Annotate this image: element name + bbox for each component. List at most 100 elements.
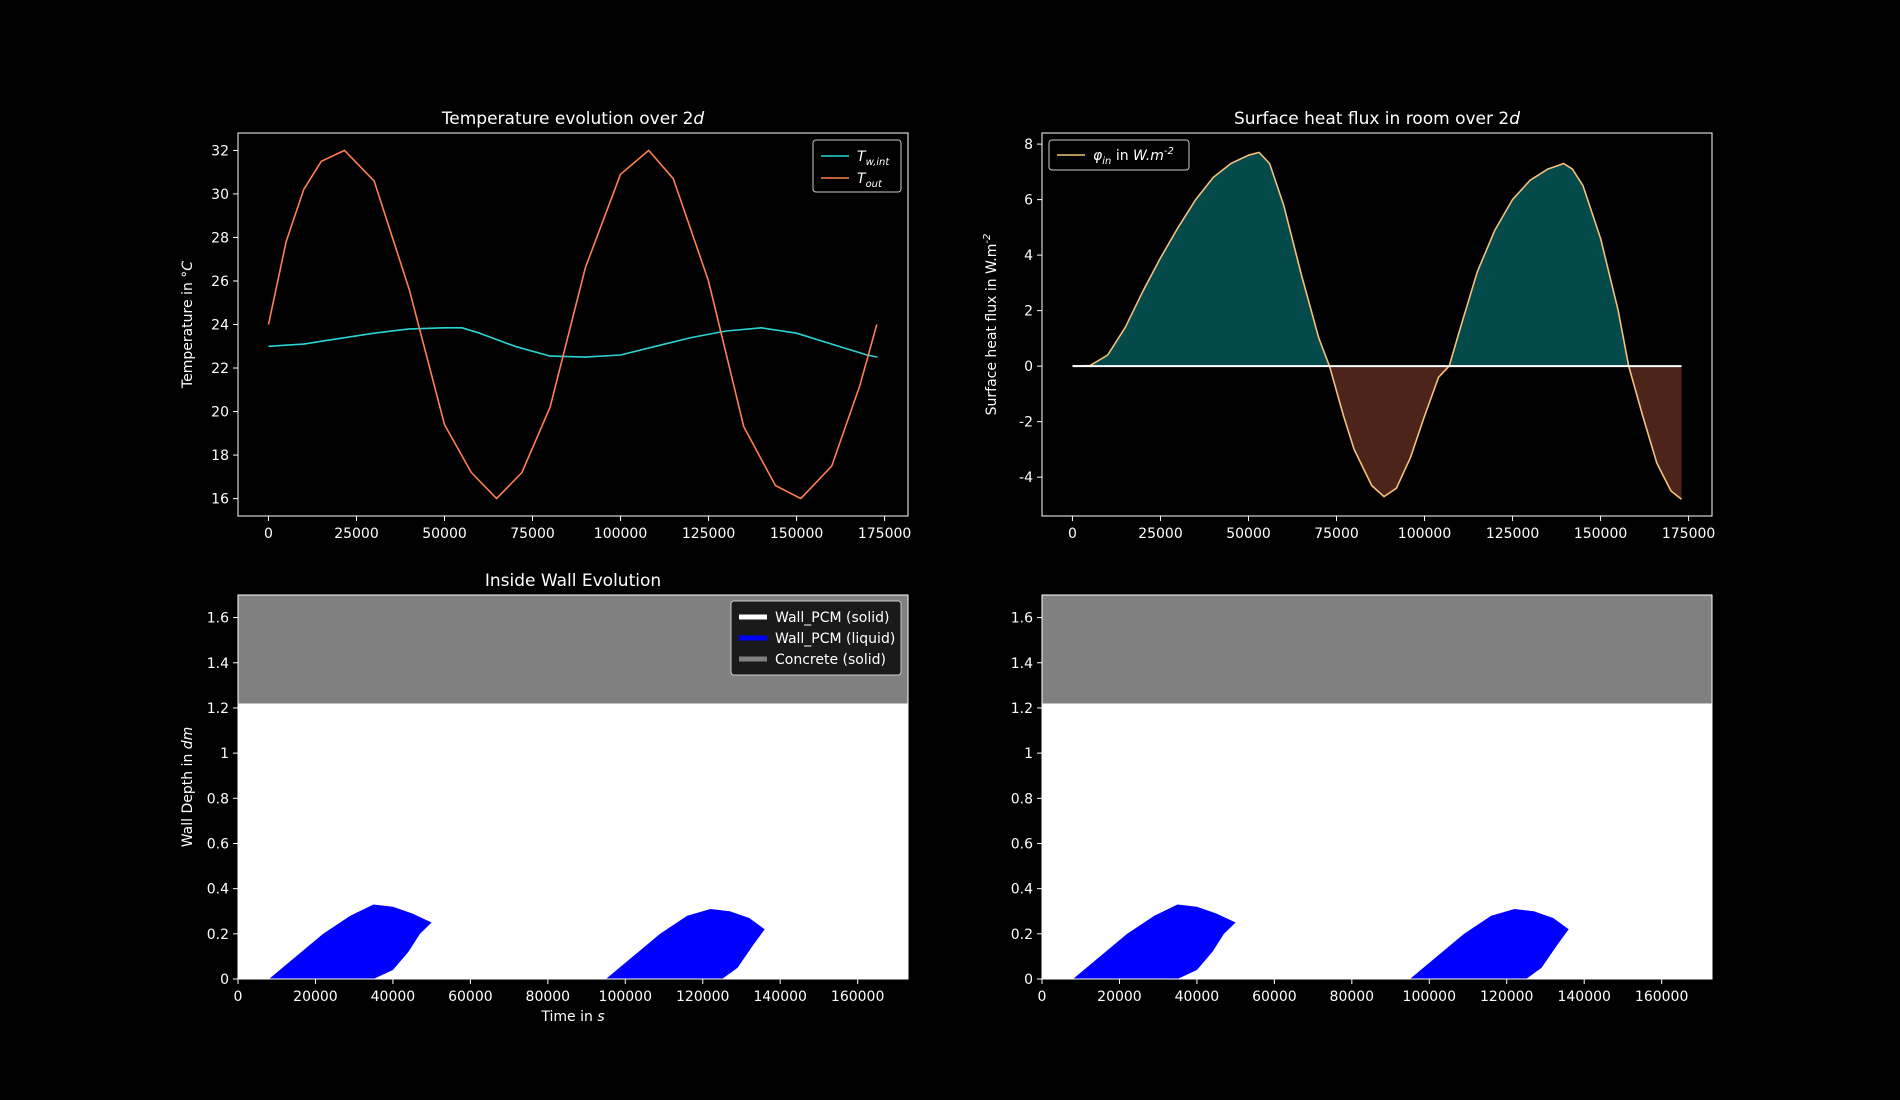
pcm-liquid-region xyxy=(1073,904,1236,979)
x-tick-label: 175000 xyxy=(1662,526,1715,542)
y-tick-label: 8 xyxy=(1024,137,1033,153)
title-text: Temperature evolution over 2 xyxy=(441,109,694,129)
x-tick-label: 80000 xyxy=(526,989,571,1005)
text-run: T xyxy=(857,171,867,187)
inside-wall-chart-2: 0 20000 40000 60000 80000 100000 120000 140000 1… xyxy=(1011,594,1713,1005)
y-tick-label: 2 xyxy=(1024,304,1033,320)
y-tick-label: 1.6 xyxy=(207,611,229,627)
y-tick-label: 1 xyxy=(220,746,229,762)
legend-label: φin in W.m-2 xyxy=(1093,146,1174,167)
x-tick-label: 80000 xyxy=(1330,989,1375,1005)
pcm-liquid-region xyxy=(269,904,432,979)
axes-frame xyxy=(237,594,909,980)
title-unit: d xyxy=(693,109,704,129)
title-text: Surface heat flux in room over 2 xyxy=(1234,109,1509,129)
y-tick-label: 32 xyxy=(211,143,229,159)
legend-label: Tw,int xyxy=(857,149,890,168)
y-tick-label: 30 xyxy=(211,187,229,203)
y-axis-label: Wall Depth in dm xyxy=(180,727,196,848)
legend-label: Wall_PCM (liquid) xyxy=(775,631,895,647)
x-axis-label: Time in s xyxy=(540,1009,604,1025)
y-tick-label: 24 xyxy=(211,318,229,334)
temperature-chart: 0 25000 50000 75000 100000 125000 150000 175000… xyxy=(180,109,911,542)
subscript: out xyxy=(866,179,883,190)
x-tick-label: 140000 xyxy=(1557,989,1610,1005)
y-tick-label: 0 xyxy=(220,972,229,988)
y-tick-label: 20 xyxy=(211,405,229,421)
pcm-liquid-region xyxy=(1409,909,1569,979)
heat-flux-chart: 0 25000 50000 75000 100000 125000 150000 175000… xyxy=(982,109,1715,542)
x-tick-label: 40000 xyxy=(1175,989,1220,1005)
y-tick-label: 26 xyxy=(211,274,229,290)
title-unit: d xyxy=(1509,109,1520,129)
x-tick-label: 160000 xyxy=(831,989,884,1005)
legend-frame xyxy=(1048,139,1190,171)
subscript: w,int xyxy=(866,157,891,168)
y-tick-label: 1.2 xyxy=(207,701,229,717)
concrete-layer xyxy=(1042,595,1712,704)
x-tick-label: 160000 xyxy=(1635,989,1688,1005)
label-unit: s xyxy=(597,1009,604,1025)
x-tick-label: 120000 xyxy=(1480,989,1533,1005)
y-tick-label: 1.4 xyxy=(207,656,229,672)
x-tick-label: 0 xyxy=(1068,526,1077,542)
y-tick-label: 0.2 xyxy=(1011,927,1033,943)
y-tick-label: 0.6 xyxy=(1011,836,1033,852)
axes-frame xyxy=(1041,132,1713,517)
label-text: Temperature in xyxy=(180,278,196,389)
text-run: W.m xyxy=(1133,148,1164,164)
text-run: T xyxy=(857,149,867,165)
y-tick-label: 28 xyxy=(211,230,229,246)
x-tick-label: 100000 xyxy=(1403,989,1456,1005)
x-tick-label: 100000 xyxy=(1398,526,1451,542)
label-text: Wall Depth in xyxy=(180,749,196,847)
x-tick-label: 120000 xyxy=(676,989,729,1005)
superscript: -2 xyxy=(1164,146,1174,157)
y-tick-label: 0.6 xyxy=(207,836,229,852)
axes-frame xyxy=(1041,594,1713,980)
negative-flux-area xyxy=(1072,366,1682,500)
label-unit: dm xyxy=(180,727,196,750)
y-tick-label: 16 xyxy=(211,492,229,508)
legend-frame xyxy=(730,600,902,676)
text-run: Surface heat flux in W.m xyxy=(984,244,1000,416)
x-tick-label: 75000 xyxy=(1314,526,1359,542)
y-tick-label: 0.8 xyxy=(207,791,229,807)
x-tick-label: 150000 xyxy=(1574,526,1627,542)
y-tick-label: 0.8 xyxy=(1011,791,1033,807)
x-tick-label: 25000 xyxy=(334,526,379,542)
x-tick-label: 40000 xyxy=(371,989,416,1005)
x-tick-label: 150000 xyxy=(770,526,823,542)
x-tick-label: 75000 xyxy=(510,526,555,542)
y-tick-label: 22 xyxy=(211,361,229,377)
pcm-liquid-region xyxy=(605,909,765,979)
y-tick-label: 18 xyxy=(211,448,229,464)
legend-frame xyxy=(812,139,902,193)
y-tick-label: 1.2 xyxy=(1011,701,1033,717)
x-tick-label: 0 xyxy=(234,989,243,1005)
x-tick-label: 50000 xyxy=(422,526,467,542)
y-tick-label: -2 xyxy=(1019,415,1033,431)
y-tick-label: 0.4 xyxy=(207,882,229,898)
y-tick-label: 4 xyxy=(1024,248,1033,264)
subscript: in xyxy=(1102,156,1111,167)
x-tick-label: 175000 xyxy=(858,526,911,542)
y-tick-label: 1.4 xyxy=(1011,656,1033,672)
x-tick-label: 0 xyxy=(264,526,273,542)
legend-label: Wall_PCM (solid) xyxy=(775,610,890,626)
legend: Wall_PCM (solid) Wall_PCM (liquid) Concret… xyxy=(730,600,902,676)
y-axis-label: Surface heat flux in W.m-2 xyxy=(982,234,1000,416)
y-tick-label: 1.6 xyxy=(1011,611,1033,627)
y-tick-label: 0 xyxy=(1024,359,1033,375)
x-tick-label: 50000 xyxy=(1226,526,1271,542)
text-run: φ xyxy=(1093,148,1103,164)
series-line-t-out xyxy=(267,149,878,500)
y-tick-label: 0.4 xyxy=(1011,882,1033,898)
x-tick-label: 60000 xyxy=(448,989,493,1005)
x-tick-label: 60000 xyxy=(1252,989,1297,1005)
y-tick-label: 0.2 xyxy=(207,927,229,943)
x-tick-label: 20000 xyxy=(1097,989,1142,1005)
chart-title: Inside Wall Evolution xyxy=(485,571,661,591)
